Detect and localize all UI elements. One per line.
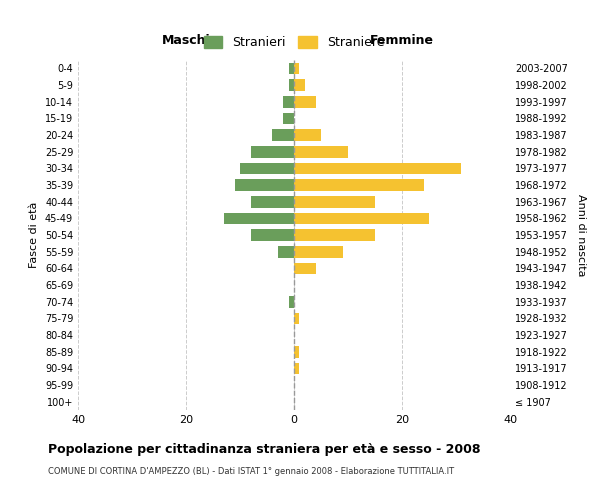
Y-axis label: Fasce di età: Fasce di età <box>29 202 39 268</box>
Legend: Stranieri, Straniere: Stranieri, Straniere <box>199 32 389 54</box>
Bar <box>240 162 294 174</box>
Bar <box>283 96 294 108</box>
Bar <box>294 96 316 108</box>
Bar <box>294 246 343 258</box>
Text: Femmine: Femmine <box>370 34 434 46</box>
Bar <box>251 146 294 158</box>
Bar <box>294 212 429 224</box>
Bar <box>251 196 294 207</box>
Bar <box>294 79 305 91</box>
Text: Popolazione per cittadinanza straniera per età e sesso - 2008: Popolazione per cittadinanza straniera p… <box>48 442 481 456</box>
Y-axis label: Anni di nascita: Anni di nascita <box>576 194 586 276</box>
Bar <box>251 229 294 241</box>
Bar <box>294 146 348 158</box>
Bar <box>289 62 294 74</box>
Bar <box>294 312 299 324</box>
Bar <box>289 79 294 91</box>
Bar <box>289 296 294 308</box>
Bar <box>294 129 321 141</box>
Bar <box>294 62 299 74</box>
Text: Maschi: Maschi <box>161 34 211 46</box>
Bar <box>294 346 299 358</box>
Bar <box>294 196 375 207</box>
Bar <box>235 179 294 191</box>
Bar <box>294 229 375 241</box>
Bar <box>294 179 424 191</box>
Bar <box>294 362 299 374</box>
Bar <box>283 112 294 124</box>
Bar <box>294 162 461 174</box>
Bar <box>294 262 316 274</box>
Bar <box>272 129 294 141</box>
Text: COMUNE DI CORTINA D'AMPEZZO (BL) - Dati ISTAT 1° gennaio 2008 - Elaborazione TUT: COMUNE DI CORTINA D'AMPEZZO (BL) - Dati … <box>48 468 454 476</box>
Bar <box>224 212 294 224</box>
Bar <box>278 246 294 258</box>
